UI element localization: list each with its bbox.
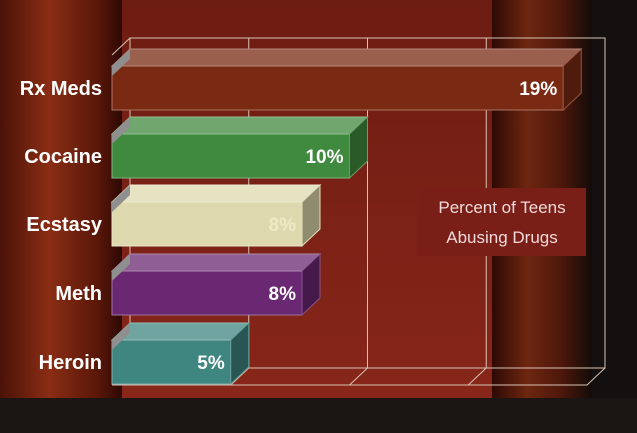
left-curtain: [0, 0, 122, 400]
category-label-meth: Meth: [55, 283, 102, 305]
annotation-line-2: Abusing Drugs: [446, 228, 558, 247]
bar-left-wedge: [112, 185, 130, 212]
category-label-heroin: Heroin: [39, 352, 102, 374]
category-label-ecstasy: Ecstasy: [26, 214, 102, 236]
value-label-ecstasy: 8%: [269, 215, 297, 236]
bar-left-wedge: [112, 323, 130, 350]
bar-left-wedge: [112, 254, 130, 281]
value-label-cocaine: 10%: [305, 147, 343, 168]
ceiling-edge-left: [111, 37, 131, 56]
bar-front-face: [111, 270, 303, 316]
floor-edge-right: [586, 367, 606, 386]
value-label-heroin: 5%: [197, 353, 225, 374]
bar-top-face: [110, 322, 251, 341]
bar-heroin: [110, 321, 251, 386]
bar-top-face: [110, 253, 322, 272]
right-wall: [592, 0, 637, 400]
bar-rx-meds: [110, 47, 583, 112]
bar-front-face: [111, 339, 232, 385]
stage-floor: [0, 398, 637, 433]
annotation-box: [418, 188, 586, 256]
gridline-floor-10: [349, 367, 368, 386]
gridline-floor-15: [467, 367, 487, 386]
chart-annotation: Percent of Teens Abusing Drugs: [418, 188, 586, 256]
value-labels: 19% 10% 8% 8% 5%: [197, 79, 557, 374]
value-label-meth: 8%: [269, 284, 297, 305]
bar-side-face: [301, 252, 321, 317]
bar-side-face: [349, 115, 368, 180]
bar-left-wedge: [112, 117, 130, 144]
category-label-rx-meds: Rx Meds: [20, 78, 102, 100]
bar-side-face: [301, 183, 321, 248]
bar-top-face: [110, 48, 583, 67]
bar-top-face: [110, 116, 369, 135]
bar-front-face: [111, 65, 564, 111]
bar-top-face: [110, 184, 322, 203]
bar-ecstasy: [110, 183, 322, 248]
value-label-rx-meds: 19%: [519, 79, 557, 100]
annotation-line-1: Percent of Teens: [438, 198, 565, 217]
bar-side-face: [562, 47, 582, 112]
bars-group: [110, 47, 583, 386]
bar-meth: [110, 252, 322, 317]
bar-front-face: [111, 201, 303, 247]
bar-side-face: [230, 321, 250, 386]
bar-front-face: [111, 133, 350, 179]
category-labels: Rx Meds Cocaine Ecstasy Meth Heroin: [20, 78, 103, 374]
gridline-floor-5: [230, 367, 250, 386]
category-label-cocaine: Cocaine: [24, 146, 102, 168]
bar-cocaine: [110, 115, 369, 180]
bar-left-wedge: [112, 49, 130, 76]
